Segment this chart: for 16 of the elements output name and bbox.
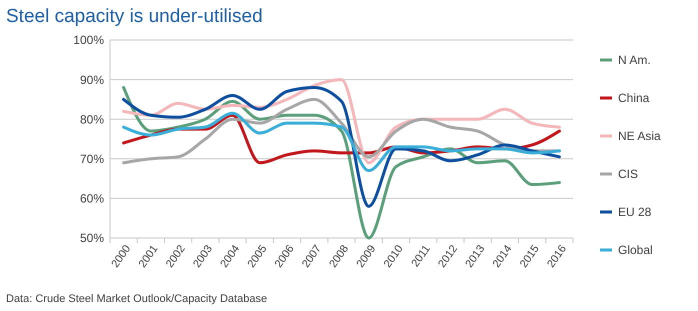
line-series [122,86,561,208]
legend-label: EU 28 [618,205,652,220]
y-tick-label: 60% [80,192,104,206]
y-tick-label: 100% [73,33,104,48]
legend-label: NE Asia [618,129,662,144]
line-series [122,112,561,172]
y-tick-label: 90% [80,72,104,87]
chart-title: Steel capacity is under-utilised [6,6,263,27]
text: Data: Crude Steel Market Outlook/Capacity Database [6,293,268,305]
legend-label: CIS [618,167,638,182]
y-tick-label: 80% [80,112,104,126]
legend-label: China [618,91,650,106]
legend-label: Global [618,243,653,258]
y-tick-label: 50% [80,231,104,246]
legend-label: N Am. [618,53,651,68]
y-tick-label: 70% [80,152,104,166]
